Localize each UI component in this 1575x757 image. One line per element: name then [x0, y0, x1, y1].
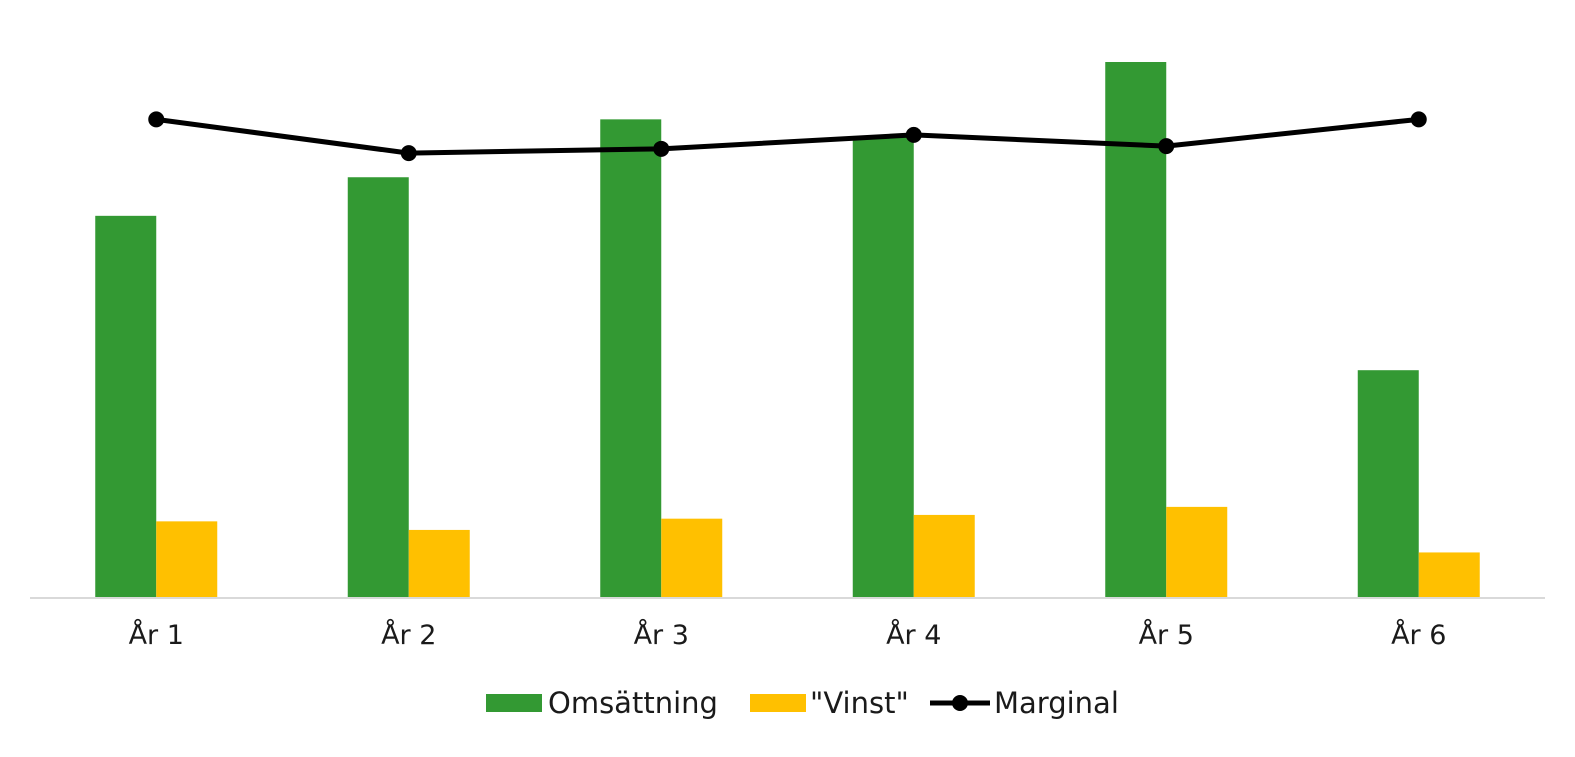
bar-vinst-4 — [913, 514, 975, 598]
point-marginal-2 — [400, 145, 417, 162]
bar-oms-ttning-1 — [95, 215, 157, 598]
bar-vinst-6 — [1418, 552, 1480, 598]
point-marginal-3 — [653, 140, 670, 157]
x-tick-label-2: År 2 — [381, 619, 436, 651]
legend-label-oms-ttning: Omsättning — [548, 686, 718, 720]
legend-label-vinst: "Vinst" — [810, 686, 909, 720]
point-marginal-1 — [148, 111, 165, 128]
legend-swatch-marker-marginal — [952, 695, 968, 711]
point-marginal-4 — [905, 126, 922, 143]
x-tick-label-4: År 4 — [886, 619, 941, 651]
legend: Omsättning "Vinst" Marginal — [486, 686, 1119, 720]
bar-vinst-3 — [661, 518, 723, 598]
legend-swatch-oms-ttning — [486, 694, 542, 712]
legend-item-oms-ttning: Omsättning — [486, 686, 718, 720]
bar-oms-ttning-2 — [347, 177, 409, 599]
x-tick-labels: År 1 År 2 År 3 År 4 År 5 År 6 — [129, 619, 1447, 651]
bar-vinst-2 — [408, 529, 470, 598]
x-tick-label-5: År 5 — [1139, 619, 1194, 651]
bar-oms-ttning-3 — [600, 119, 662, 599]
point-marginal-5 — [1158, 138, 1175, 155]
x-tick-label-6: År 6 — [1391, 619, 1446, 651]
x-tick-label-1: År 1 — [129, 619, 184, 651]
point-marginal-6 — [1410, 111, 1427, 128]
legend-item-marginal: Marginal — [930, 686, 1119, 720]
bar-oms-ttning-6 — [1357, 370, 1419, 598]
bars-layer — [95, 62, 1480, 599]
legend-label-marginal: Marginal — [994, 686, 1119, 720]
bar-oms-ttning-4 — [852, 135, 914, 598]
legend-swatch-vinst — [750, 694, 806, 712]
legend-item-vinst: "Vinst" — [750, 686, 909, 720]
bar-vinst-5 — [1166, 506, 1228, 598]
line-marginal — [155, 116, 1420, 156]
bar-oms-ttning-5 — [1105, 62, 1167, 598]
marginal-line-layer — [148, 111, 1427, 162]
x-tick-label-3: År 3 — [634, 619, 689, 651]
bar-vinst-1 — [156, 521, 218, 598]
